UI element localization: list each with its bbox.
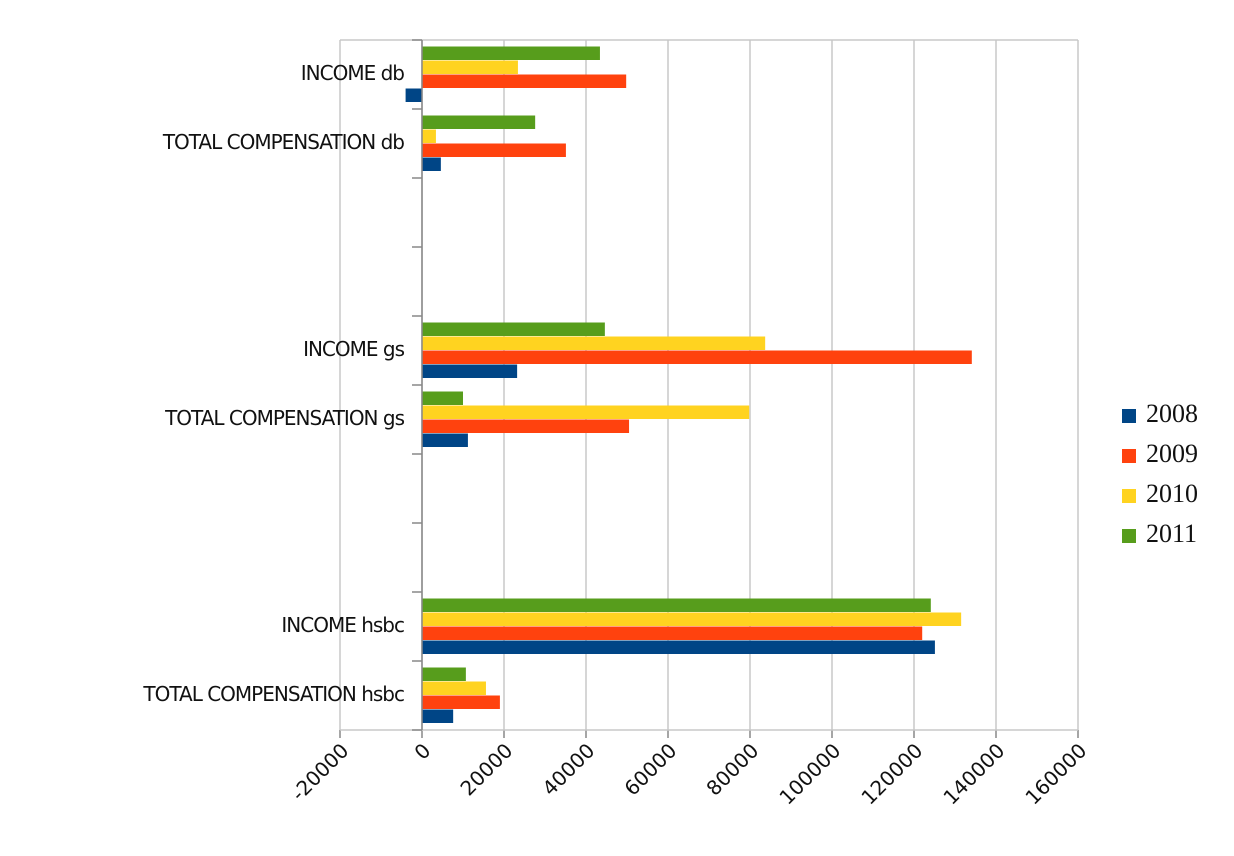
bar [422, 681, 486, 695]
x-tick-label: 160000 [1020, 738, 1091, 809]
bar [422, 695, 500, 709]
bar [422, 667, 466, 681]
bar [422, 433, 468, 447]
bar [422, 364, 518, 378]
legend-swatch [1122, 529, 1136, 543]
legend-label: 2010 [1146, 479, 1198, 508]
bar [422, 640, 935, 654]
x-tick-label: 0 [409, 738, 435, 764]
y-tick-label: INCOME db [301, 61, 405, 85]
bar [422, 612, 962, 626]
bar [422, 46, 600, 60]
x-tick-label: 140000 [938, 738, 1009, 809]
bar [422, 60, 518, 74]
bar [422, 350, 972, 364]
legend-swatch [1122, 409, 1136, 423]
x-tick-label: 80000 [701, 738, 763, 800]
legend-label: 2009 [1146, 439, 1198, 468]
bar [422, 709, 454, 723]
x-tick-label: 120000 [856, 738, 927, 809]
x-tick-label: 60000 [619, 738, 681, 800]
y-tick-label: INCOME gs [303, 337, 405, 361]
bar [422, 419, 630, 433]
bar [422, 115, 536, 129]
legend-swatch [1122, 449, 1136, 463]
legend-label: 2008 [1146, 399, 1198, 428]
bar [422, 129, 436, 143]
bar [422, 626, 923, 640]
x-tick-label: 20000 [455, 738, 517, 800]
bar [422, 143, 566, 157]
bar [422, 391, 463, 405]
x-tick-label: 100000 [774, 738, 845, 809]
bar [422, 157, 441, 171]
bar [405, 88, 422, 102]
bar [422, 598, 931, 612]
legend-swatch [1122, 489, 1136, 503]
y-tick-label: TOTAL COMPENSATION hsbc [142, 682, 404, 706]
y-tick-label: TOTAL COMPENSATION db [162, 130, 404, 154]
y-tick-label: TOTAL COMPENSATION gs [164, 406, 404, 430]
bar [422, 405, 750, 419]
y-tick-label: INCOME hsbc [281, 613, 404, 637]
bar [422, 336, 766, 350]
x-tick-label: -20000 [286, 738, 353, 805]
bar [422, 74, 627, 88]
legend-label: 2011 [1146, 519, 1197, 548]
bar [422, 322, 605, 336]
x-tick-label: 40000 [537, 738, 599, 800]
